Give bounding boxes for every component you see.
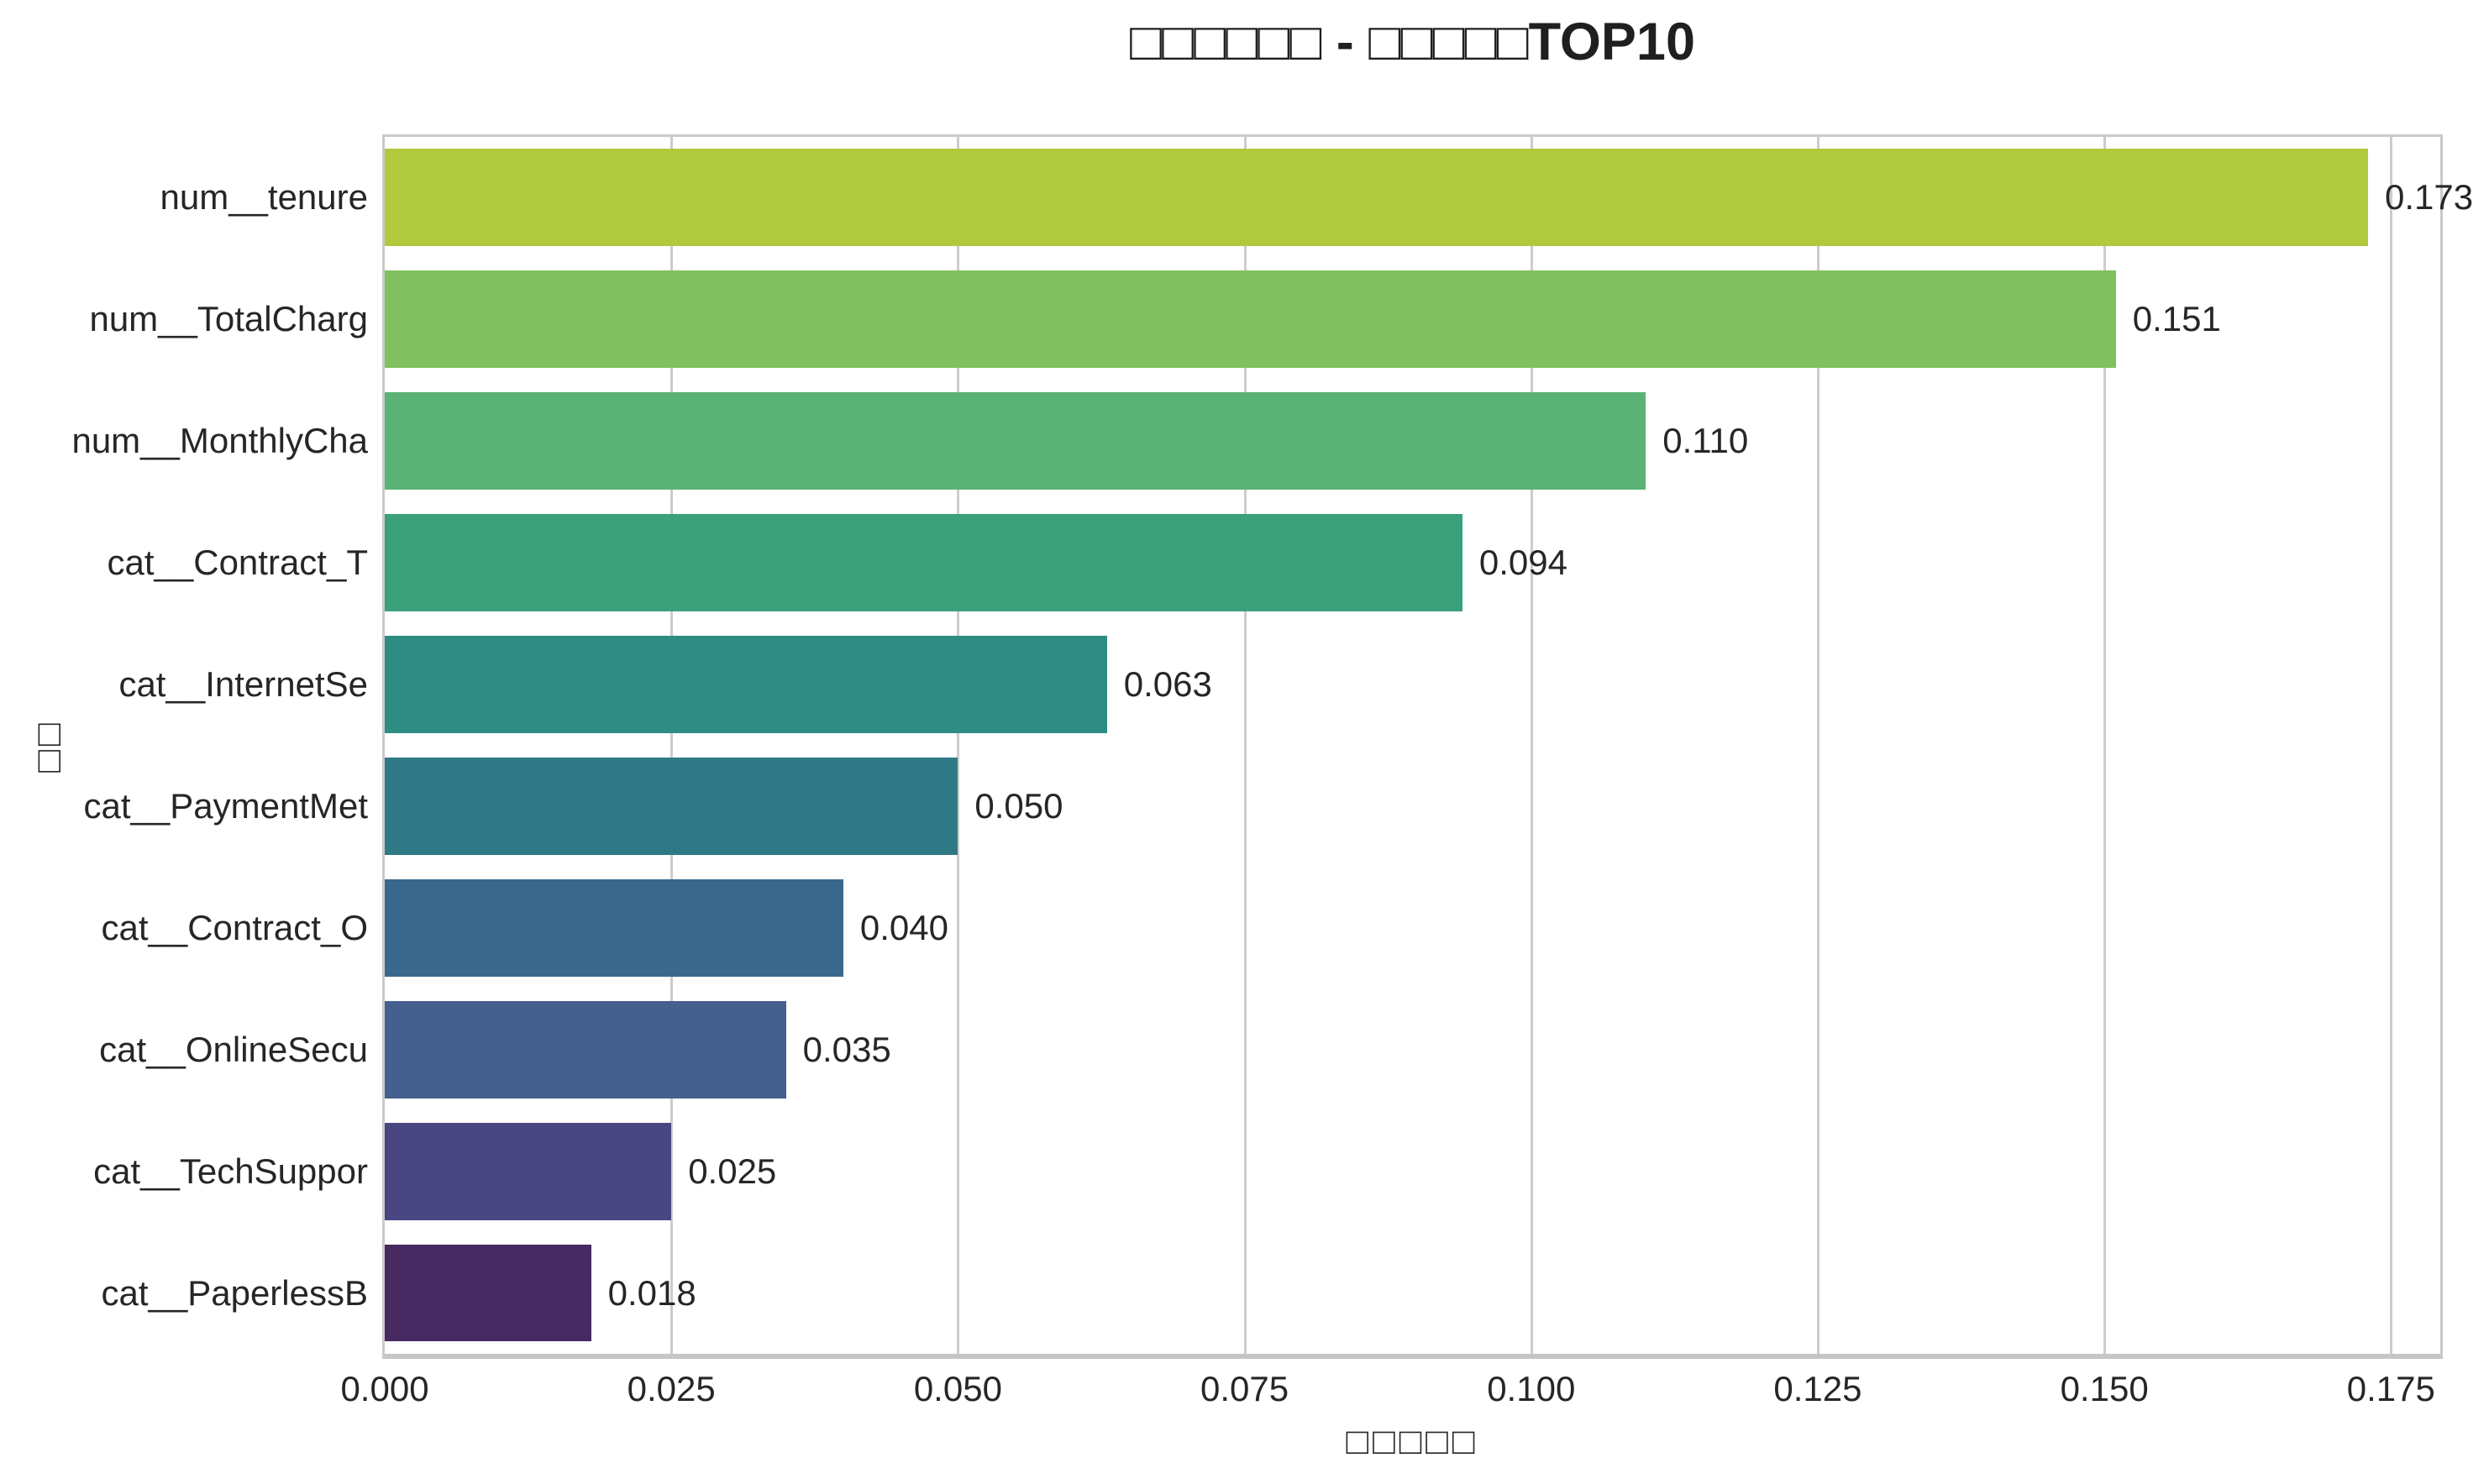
gridline (957, 137, 960, 1354)
gridline (1530, 137, 1533, 1354)
y-tick-label: cat__InternetSe (118, 664, 368, 705)
bar-row: cat__InternetSe 0.063 (118, 624, 2440, 746)
x-tick-label: 0.100 (1487, 1369, 1576, 1408)
bar-value-label: 0.018 (607, 1272, 696, 1313)
y-tick-label: cat__TechSuppor (93, 1151, 368, 1191)
bar-value-label: 0.050 (974, 785, 1063, 826)
bar (385, 1122, 672, 1220)
bar (385, 514, 1462, 612)
x-tick-label: 0.175 (2346, 1369, 2435, 1408)
bar-row: cat__TechSuppor 0.025 (93, 1110, 2440, 1232)
y-tick-label: cat__OnlineSecu (99, 1029, 368, 1069)
x-tick-label: 0.125 (1773, 1369, 1862, 1408)
bar-value-label: 0.173 (2385, 177, 2474, 218)
y-tick-label: cat__Contract_T (107, 543, 369, 583)
x-axis-label: □□□□□ (1346, 1421, 1479, 1462)
bar-row: num__tenure 0.173 (160, 137, 2473, 259)
bar-value-label: 0.151 (2132, 299, 2221, 339)
title-missing-glyph-boxes: □□□□□□ (1129, 13, 1322, 71)
bar (385, 392, 1646, 490)
plot-area: □□□□□ □□ num__tenure 0.173 num__TotalCharg… (28, 134, 2473, 1462)
y-tick-label: cat__PaymentMet (83, 785, 368, 826)
bar-row: cat__Contract_T 0.094 (108, 502, 2440, 624)
y-tick-label: num__tenure (160, 177, 368, 218)
x-tick-label: 0.025 (627, 1369, 716, 1408)
bar-value-label: 0.040 (859, 907, 948, 947)
title-text: TOP10 (1528, 13, 1696, 71)
bar-row: cat__OnlineSecu 0.035 (99, 988, 2440, 1110)
bar-row: cat__PaymentMet 0.050 (83, 746, 2440, 868)
bar-row: cat__Contract_O 0.040 (101, 867, 2440, 988)
x-tick-label: 0.075 (1200, 1369, 1289, 1408)
bar (385, 149, 2369, 247)
title-text: - (1321, 13, 1369, 71)
bar (385, 1244, 591, 1342)
gridline (2103, 137, 2107, 1354)
bar (385, 1000, 786, 1099)
y-tick-label: cat__Contract_O (101, 907, 368, 947)
bar-value-label: 0.094 (1478, 543, 1567, 583)
y-tick-label: num__MonthlyCha (71, 421, 368, 461)
gridline (1243, 137, 1247, 1354)
gridline (2390, 137, 2393, 1354)
bar-value-label: 0.110 (1662, 421, 1749, 461)
x-tick-label: 0.000 (340, 1369, 429, 1408)
bar (385, 270, 2116, 369)
bar-row: num__TotalCharg 0.151 (89, 259, 2440, 380)
bar (385, 636, 1107, 733)
bar-row: cat__PaperlessB 0.018 (101, 1232, 2440, 1354)
title-missing-glyph-boxes: □□□□□ (1368, 13, 1529, 71)
bar (385, 878, 843, 977)
bar (385, 757, 958, 855)
gridline (1816, 137, 1819, 1354)
gridline (670, 137, 674, 1354)
chart-title: □□□□□□ - □□□□□TOP10 (382, 12, 2443, 72)
y-axis-label: □□ (28, 718, 69, 773)
bar-value-label: 0.025 (688, 1151, 777, 1191)
y-tick-label: cat__PaperlessB (101, 1272, 368, 1313)
x-tick-label: 0.050 (913, 1369, 1002, 1408)
y-tick-label: num__TotalCharg (89, 299, 368, 339)
bar-value-label: 0.035 (802, 1029, 891, 1069)
bar-value-label: 0.063 (1123, 664, 1212, 705)
bar-row: num__MonthlyCha 0.110 (71, 380, 2440, 502)
x-tick-label: 0.150 (2060, 1369, 2149, 1408)
